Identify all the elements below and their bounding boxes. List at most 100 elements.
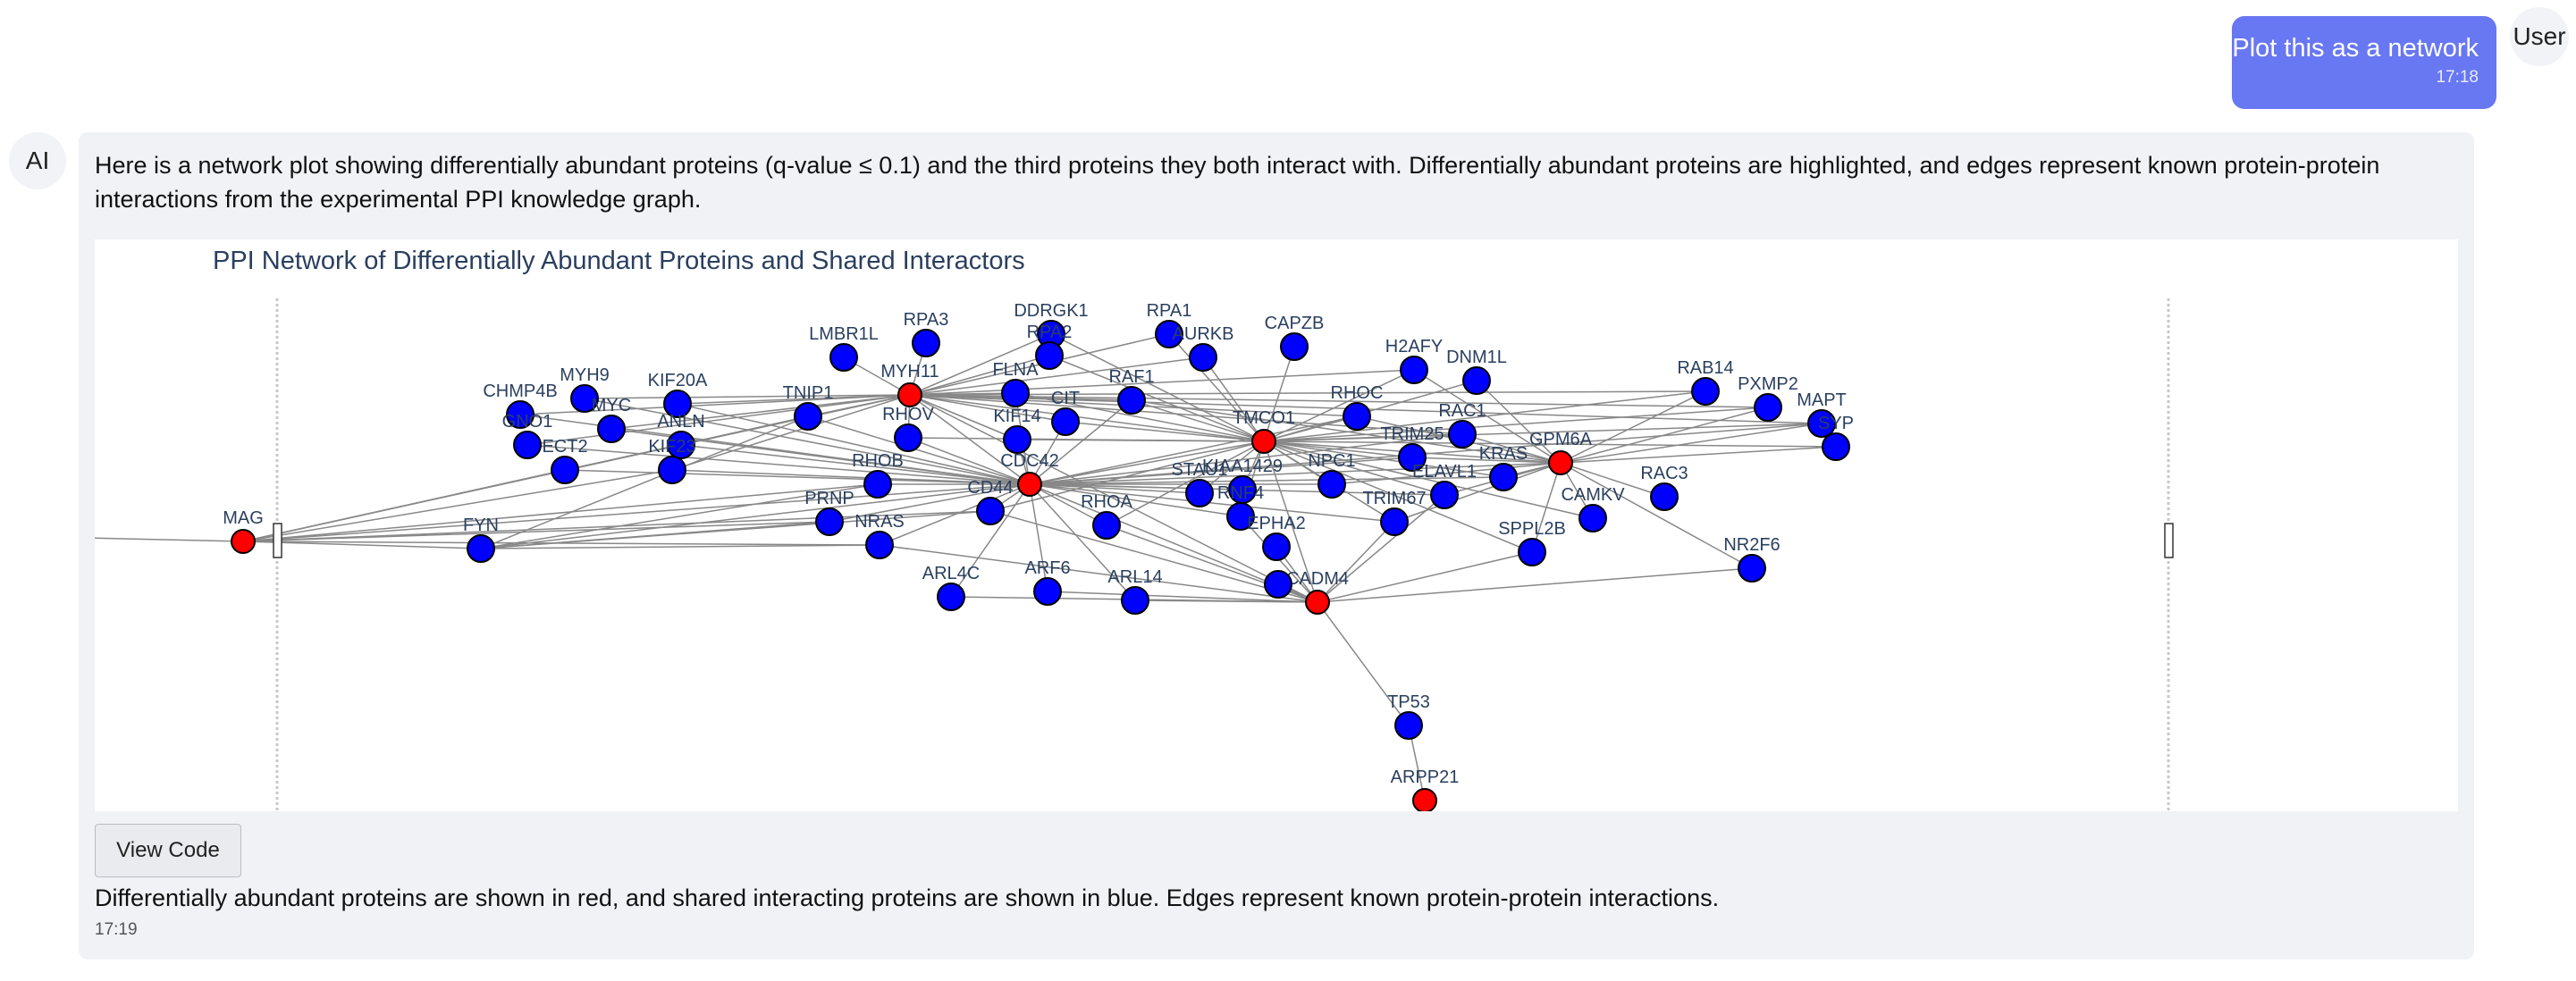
node-prnp[interactable]	[815, 507, 844, 536]
node-cd44[interactable]	[976, 497, 1005, 525]
node-label-arpp21: ARPP21	[1391, 767, 1460, 787]
node-tnip1[interactable]	[794, 402, 822, 431]
node-mag[interactable]	[231, 529, 256, 554]
node-arl4c[interactable]	[937, 583, 965, 611]
node-rpa1[interactable]	[1155, 320, 1183, 348]
node-rpa2[interactable]	[1035, 341, 1064, 370]
edge-myh11-rab14	[909, 390, 1706, 396]
node-nras[interactable]	[865, 531, 894, 559]
node-kras[interactable]	[1489, 463, 1518, 491]
edge-cdc42-rnf4	[1029, 483, 1242, 517]
node-label-tnip1: TNIP1	[783, 383, 834, 403]
node-label-arf6: ARF6	[1024, 558, 1070, 578]
edge-cdc42-kif20a	[677, 403, 1031, 485]
node-chmp4b[interactable]	[506, 400, 535, 429]
node-cdc42[interactable]	[1017, 472, 1042, 497]
node-rac3[interactable]	[1650, 482, 1679, 511]
node-fyn[interactable]	[467, 534, 495, 563]
node-label-cd44: CD44	[967, 478, 1013, 498]
edge-myh11-gno1	[526, 394, 911, 446]
node-label-camkv: CAMKV	[1561, 485, 1625, 505]
node-trim67[interactable]	[1380, 507, 1409, 536]
edge-cdc42-rhoa	[1029, 483, 1107, 526]
node-label-raf1: RAF1	[1108, 367, 1154, 387]
node-lmbr1l[interactable]	[829, 343, 858, 372]
node-rhoc[interactable]	[1343, 402, 1371, 431]
edge-gpm6a-npc1	[1331, 462, 1562, 485]
edge-tmco1-rab14	[1263, 390, 1706, 442]
view-code-button[interactable]: View Code	[95, 824, 241, 877]
node-flna[interactable]	[1001, 379, 1030, 407]
node-epha2[interactable]	[1262, 532, 1291, 561]
edge-cdc42-gpm6a	[1029, 462, 1562, 485]
node-cadm4[interactable]	[1305, 590, 1330, 615]
node-myh11[interactable]	[897, 382, 922, 407]
edge-tmco1-camkv	[1263, 440, 1594, 519]
node-aurkb[interactable]	[1189, 343, 1217, 372]
node-anln[interactable]	[667, 431, 695, 459]
node-label-stau1: STAU1	[1172, 460, 1228, 480]
node-nr2f6[interactable]	[1738, 554, 1766, 583]
edge-cdc42-ect2	[564, 469, 1031, 485]
node-mapt[interactable]	[1807, 409, 1836, 438]
node-label-rpa3: RPA3	[904, 310, 949, 330]
node-epha2_2[interactable]	[1264, 570, 1292, 599]
node-label-elavl1: ELAVL1	[1412, 462, 1477, 482]
edge-cadm4-elavl1	[1317, 494, 1445, 603]
edge-cdc42-rhoc	[1029, 415, 1358, 485]
edge-cadm4-tp53	[1317, 601, 1410, 726]
node-arpp21[interactable]	[1412, 788, 1437, 811]
node-stau1[interactable]	[1185, 479, 1214, 507]
node-label-capzb: CAPZB	[1265, 314, 1325, 333]
node-trim25[interactable]	[1398, 443, 1427, 472]
edge-tmco1-mapt	[1263, 423, 1823, 442]
node-h2afy[interactable]	[1400, 356, 1428, 384]
edge-gpm6a-trim25	[1411, 457, 1562, 464]
node-tmco1[interactable]	[1251, 429, 1276, 454]
edge-tmco1-raf1	[1131, 399, 1265, 442]
left-range-handle[interactable]	[273, 523, 282, 558]
node-arf6[interactable]	[1033, 577, 1062, 606]
node-kif20a[interactable]	[663, 390, 692, 418]
node-myc[interactable]	[597, 415, 626, 443]
node-myh9[interactable]	[570, 384, 599, 413]
node-rab14[interactable]	[1691, 377, 1720, 406]
node-gno1[interactable]	[513, 431, 542, 459]
node-ect2[interactable]	[551, 456, 579, 484]
node-tp53[interactable]	[1394, 711, 1423, 740]
network-svg[interactable]: PPI Network of Differentially Abundant P…	[95, 239, 2458, 811]
node-label-kif20a: KIF20A	[648, 371, 708, 390]
node-arl14[interactable]	[1121, 586, 1149, 615]
node-elavl1[interactable]	[1430, 481, 1459, 509]
node-kif14[interactable]	[1003, 425, 1031, 454]
node-kif23[interactable]	[658, 456, 686, 484]
node-label-gpm6a: GPM6A	[1529, 430, 1593, 449]
edge-tmco1-cd44	[989, 440, 1265, 512]
node-camkv[interactable]	[1578, 504, 1607, 532]
node-label-h2afy: H2AFY	[1385, 337, 1443, 356]
node-rpa3[interactable]	[912, 329, 940, 357]
node-pxmp2[interactable]	[1754, 393, 1782, 422]
edge-myh11-cadm4	[909, 394, 1318, 603]
node-dnm1l[interactable]	[1462, 366, 1491, 395]
node-rhoa[interactable]	[1092, 511, 1121, 540]
node-npc1[interactable]	[1317, 470, 1346, 499]
node-raf1[interactable]	[1117, 386, 1146, 415]
edge-cadm4-arf6	[1047, 591, 1318, 603]
network-plot[interactable]: PPI Network of Differentially Abundant P…	[95, 239, 2458, 811]
edge-tmco1-flna	[1014, 392, 1265, 442]
node-gpm6a[interactable]	[1548, 450, 1573, 475]
node-rac1[interactable]	[1448, 420, 1477, 449]
node-rhob[interactable]	[863, 470, 892, 499]
node-capzb[interactable]	[1280, 332, 1309, 361]
edge-cadm4-nras	[879, 544, 1318, 603]
node-syp[interactable]	[1822, 432, 1850, 461]
node-sppl2b[interactable]	[1518, 538, 1546, 566]
node-rhov[interactable]	[894, 423, 922, 452]
node-label-pxmp2: PXMP2	[1738, 374, 1798, 394]
right-range-handle[interactable]	[2164, 523, 2174, 558]
node-rnf4[interactable]	[1226, 502, 1255, 531]
edge-cdc42-prnp	[829, 483, 1031, 523]
node-cit[interactable]	[1051, 407, 1080, 436]
edge-gpm6a-rac1	[1461, 433, 1562, 464]
